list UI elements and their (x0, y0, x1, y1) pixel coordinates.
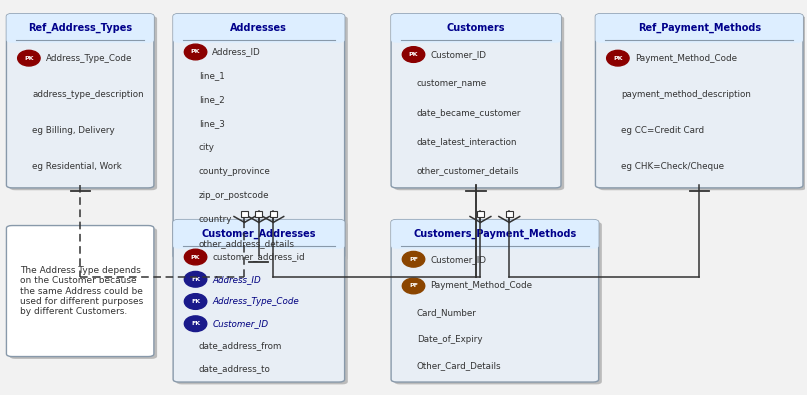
FancyBboxPatch shape (391, 220, 599, 249)
FancyBboxPatch shape (174, 220, 345, 382)
Text: date_became_customer: date_became_customer (416, 108, 521, 117)
Text: Customer_ID: Customer_ID (430, 255, 487, 264)
FancyBboxPatch shape (6, 226, 154, 357)
Text: Customers_Payment_Methods: Customers_Payment_Methods (413, 229, 576, 239)
Ellipse shape (403, 278, 424, 294)
Text: Card_Number: Card_Number (416, 308, 477, 317)
Text: address_type_description: address_type_description (32, 90, 144, 99)
Text: Date_of_Expiry: Date_of_Expiry (416, 335, 483, 344)
FancyBboxPatch shape (176, 222, 348, 384)
FancyBboxPatch shape (174, 220, 345, 249)
Ellipse shape (184, 293, 207, 309)
Text: payment_method_description: payment_method_description (621, 90, 751, 99)
FancyBboxPatch shape (240, 211, 248, 216)
Text: line_1: line_1 (199, 71, 224, 81)
Text: customer_name: customer_name (416, 79, 487, 88)
Text: Address_Type_Code: Address_Type_Code (46, 54, 132, 63)
Text: Address_ID: Address_ID (212, 47, 261, 56)
Text: other_address_details: other_address_details (199, 239, 295, 248)
Text: date_address_to: date_address_to (199, 364, 270, 373)
Text: line_2: line_2 (199, 96, 224, 104)
Text: eg CC=Credit Card: eg CC=Credit Card (621, 126, 705, 135)
FancyBboxPatch shape (10, 16, 157, 190)
FancyBboxPatch shape (255, 211, 262, 216)
Text: Payment_Method_Code: Payment_Method_Code (634, 54, 737, 63)
FancyBboxPatch shape (599, 16, 806, 190)
FancyBboxPatch shape (395, 16, 564, 190)
Text: PF: PF (409, 257, 418, 262)
Text: Ref_Address_Types: Ref_Address_Types (28, 23, 132, 34)
Text: Customer_ID: Customer_ID (430, 50, 487, 59)
Text: PK: PK (24, 56, 34, 61)
Text: Addresses: Addresses (231, 23, 287, 33)
FancyBboxPatch shape (174, 14, 345, 43)
Ellipse shape (184, 44, 207, 60)
FancyBboxPatch shape (391, 14, 561, 188)
Text: PK: PK (190, 254, 200, 260)
Text: date_latest_interaction: date_latest_interaction (416, 137, 517, 146)
Text: PK: PK (409, 52, 418, 57)
Ellipse shape (184, 316, 207, 331)
Ellipse shape (184, 271, 207, 287)
Text: country: country (199, 215, 232, 224)
Text: eg CHK=Check/Cheque: eg CHK=Check/Cheque (621, 162, 724, 171)
Text: city: city (199, 143, 215, 152)
Text: Other_Card_Details: Other_Card_Details (416, 361, 501, 371)
Text: other_customer_details: other_customer_details (416, 166, 519, 175)
Ellipse shape (18, 50, 40, 66)
Text: Customer_ID: Customer_ID (212, 319, 269, 328)
Text: PK: PK (190, 49, 200, 55)
FancyBboxPatch shape (395, 222, 602, 384)
FancyBboxPatch shape (596, 14, 803, 43)
FancyBboxPatch shape (477, 211, 484, 216)
Text: date_address_from: date_address_from (199, 341, 282, 350)
Text: eg Billing, Delivery: eg Billing, Delivery (32, 126, 115, 135)
FancyBboxPatch shape (391, 220, 599, 382)
Text: Customer_Addresses: Customer_Addresses (202, 229, 316, 239)
Text: eg Residential, Work: eg Residential, Work (32, 162, 122, 171)
Text: FK: FK (191, 277, 200, 282)
Text: line_3: line_3 (199, 119, 224, 128)
FancyBboxPatch shape (174, 14, 345, 258)
FancyBboxPatch shape (176, 16, 348, 261)
FancyBboxPatch shape (10, 228, 157, 359)
Text: Ref_Payment_Methods: Ref_Payment_Methods (638, 23, 761, 34)
Text: Customers: Customers (447, 23, 505, 33)
Text: customer_address_id: customer_address_id (212, 252, 305, 261)
Text: Payment_Method_Code: Payment_Method_Code (430, 282, 533, 290)
Text: Address_Type_Code: Address_Type_Code (212, 297, 299, 306)
FancyBboxPatch shape (6, 14, 154, 188)
Text: FK: FK (191, 299, 200, 304)
Ellipse shape (403, 252, 424, 267)
Ellipse shape (184, 249, 207, 265)
Ellipse shape (403, 47, 424, 62)
Text: The Address Type depends
on the Customer because
the same Address could be
used : The Address Type depends on the Customer… (20, 266, 144, 316)
Ellipse shape (607, 50, 629, 66)
FancyBboxPatch shape (6, 14, 154, 43)
Text: FK: FK (191, 321, 200, 326)
FancyBboxPatch shape (270, 211, 277, 216)
Text: county_province: county_province (199, 167, 270, 176)
FancyBboxPatch shape (596, 14, 803, 188)
Text: PK: PK (613, 56, 623, 61)
FancyBboxPatch shape (506, 211, 513, 216)
Text: PF: PF (409, 284, 418, 288)
FancyBboxPatch shape (391, 14, 561, 43)
Text: Address_ID: Address_ID (212, 275, 261, 284)
Text: zip_or_postcode: zip_or_postcode (199, 191, 270, 200)
